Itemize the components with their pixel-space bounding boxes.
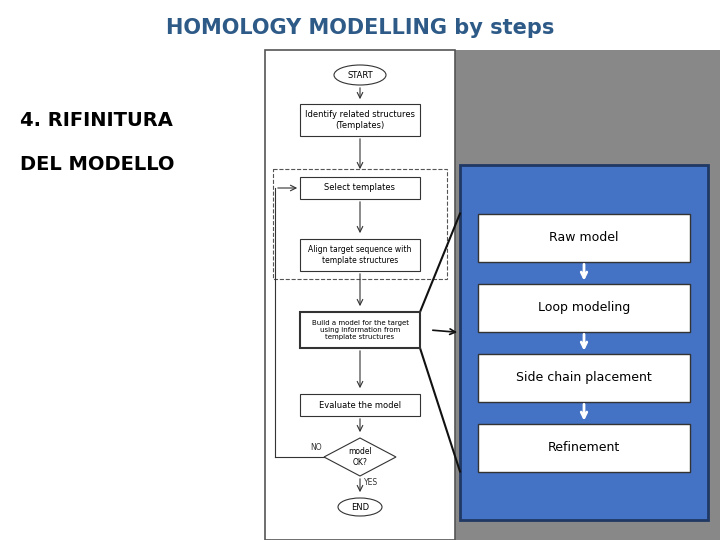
Ellipse shape <box>338 498 382 516</box>
Text: NO: NO <box>310 443 322 452</box>
Bar <box>300 394 420 416</box>
Bar <box>478 354 690 402</box>
Bar <box>300 239 420 271</box>
Text: 4. RIFINITURA: 4. RIFINITURA <box>20 111 173 130</box>
Text: Evaluate the model: Evaluate the model <box>319 401 401 409</box>
Bar <box>265 50 455 540</box>
Bar <box>0 0 720 50</box>
Text: Refinement: Refinement <box>548 441 620 454</box>
Text: Loop modeling: Loop modeling <box>538 301 630 314</box>
Bar <box>273 169 447 279</box>
Bar <box>478 284 690 332</box>
Text: model
OK?: model OK? <box>348 447 372 467</box>
Text: YES: YES <box>364 478 378 487</box>
Text: Build a model for the target
using information from
template structures: Build a model for the target using infor… <box>312 320 408 340</box>
Text: Raw model: Raw model <box>549 231 618 244</box>
Ellipse shape <box>334 65 386 85</box>
Bar <box>300 312 420 348</box>
Polygon shape <box>324 438 396 476</box>
Text: HOMOLOGY MODELLING by steps: HOMOLOGY MODELLING by steps <box>166 18 554 38</box>
Text: Select templates: Select templates <box>325 184 395 192</box>
Text: Align target sequence with
template structures: Align target sequence with template stru… <box>308 245 412 265</box>
Bar <box>478 213 690 261</box>
Text: DEL MODELLO: DEL MODELLO <box>20 156 174 174</box>
Bar <box>478 423 690 471</box>
Bar <box>0 0 265 540</box>
Bar <box>460 165 708 520</box>
Text: END: END <box>351 503 369 511</box>
Bar <box>300 177 420 199</box>
Text: Side chain placement: Side chain placement <box>516 371 652 384</box>
Bar <box>300 104 420 136</box>
Text: Identify related structures
(Templates): Identify related structures (Templates) <box>305 110 415 130</box>
Text: START: START <box>347 71 373 79</box>
